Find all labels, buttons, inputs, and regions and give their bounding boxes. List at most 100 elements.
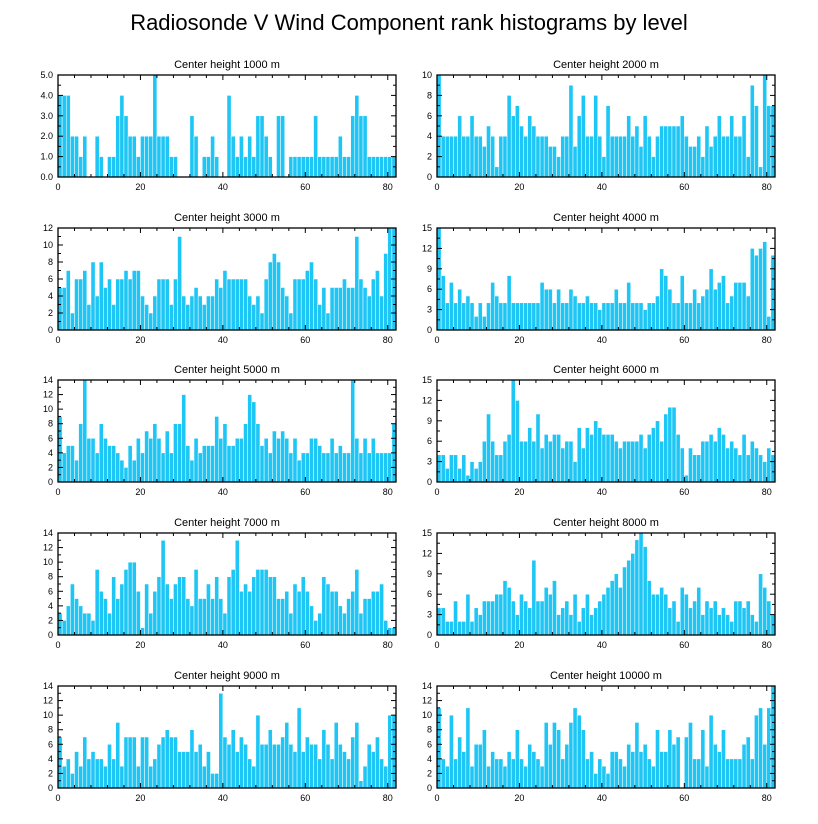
panel-title: Center height 5000 m	[174, 364, 280, 376]
x-tick-label: 80	[383, 487, 393, 497]
histogram-bar	[519, 593, 524, 636]
x-tick-label: 20	[135, 793, 145, 803]
histogram-bar	[210, 295, 215, 331]
histogram-bar	[82, 270, 88, 331]
histogram-bar	[255, 423, 261, 483]
histogram-bar	[477, 302, 483, 331]
histogram-bar	[86, 758, 92, 789]
histogram-bar	[696, 587, 702, 636]
y-tick-label: 10	[422, 710, 432, 720]
histogram-bar	[255, 569, 261, 636]
histogram-bar	[741, 282, 747, 331]
histogram-bar	[366, 744, 372, 789]
histogram-bar	[362, 115, 368, 178]
histogram-bar	[766, 316, 772, 331]
histogram-bar	[185, 445, 191, 483]
histogram-bar	[65, 95, 71, 178]
histogram-bar	[247, 758, 252, 789]
histogram-bar	[453, 302, 458, 331]
histogram-bar	[510, 379, 516, 483]
histogram-bar	[721, 275, 726, 331]
histogram-bar	[737, 600, 743, 636]
histogram-bar	[148, 135, 154, 178]
x-tick-label: 0	[55, 182, 60, 192]
histogram-bar	[741, 744, 747, 789]
histogram-bar	[684, 302, 689, 331]
panel-8: Center height 8000 m 0 20 40 60 80 0 3 6 9 12 15	[422, 517, 776, 650]
histogram-bar	[226, 576, 232, 636]
x-tick-label: 60	[300, 793, 310, 803]
histogram-bar	[214, 576, 220, 636]
histogram-bar	[465, 474, 471, 483]
histogram-bar	[494, 593, 500, 636]
x-tick-label: 40	[218, 182, 228, 192]
histogram-bar	[473, 607, 479, 636]
histogram-bar	[362, 287, 368, 331]
histogram-bar	[712, 600, 718, 636]
histogram-bar	[115, 598, 121, 636]
histogram-bar	[754, 447, 759, 483]
histogram-bar	[86, 612, 92, 636]
histogram-bar	[115, 278, 121, 331]
histogram-bar	[568, 288, 574, 331]
histogram-bar	[622, 440, 627, 483]
histogram-bar	[288, 744, 294, 789]
histogram-bar	[181, 394, 187, 483]
histogram-bar	[712, 440, 718, 483]
histogram-bar	[350, 287, 356, 331]
histogram-bar	[585, 427, 590, 483]
histogram-bar	[234, 751, 240, 789]
histogram-bar	[444, 621, 450, 636]
histogram-bar	[197, 452, 203, 483]
histogram-bar	[486, 765, 491, 789]
histogram-bar	[259, 115, 265, 178]
histogram-bar	[119, 765, 125, 789]
histogram-bar	[197, 295, 203, 331]
histogram-bar	[659, 440, 664, 483]
histogram-bar	[490, 600, 495, 636]
histogram-bar	[581, 607, 586, 636]
histogram-bar	[202, 598, 207, 636]
histogram-bar	[745, 600, 751, 636]
histogram-bar	[267, 729, 273, 789]
histogram-bar	[371, 438, 376, 483]
histogram-bar	[74, 135, 79, 178]
histogram-bar	[515, 729, 520, 789]
histogram-bar	[379, 295, 384, 331]
histogram-bar	[259, 445, 265, 483]
histogram-bar	[375, 736, 380, 789]
histogram-bar	[622, 135, 627, 178]
histogram-bar	[251, 576, 257, 636]
histogram-bar	[597, 600, 603, 636]
histogram-bar	[659, 587, 664, 636]
histogram-bar	[78, 423, 83, 483]
histogram-bar	[296, 591, 302, 636]
histogram-bar	[581, 729, 586, 789]
histogram-bar	[103, 438, 108, 483]
y-tick-label: 9	[427, 264, 432, 274]
histogram-bar	[667, 607, 673, 636]
histogram-bar	[70, 312, 75, 331]
histogram-bar	[111, 576, 116, 636]
histogram-bar	[94, 758, 100, 789]
y-tick-label: 2	[48, 768, 53, 778]
histogram-bar	[164, 583, 170, 636]
histogram-bar	[700, 614, 706, 636]
histogram-bar	[444, 302, 450, 331]
histogram-bar	[506, 434, 512, 483]
histogram-bar	[618, 447, 623, 483]
histogram-bar	[601, 765, 607, 789]
histogram-bar	[762, 587, 768, 636]
histogram-bar	[457, 736, 462, 789]
histogram-bar	[618, 302, 623, 331]
histogram-bar	[305, 452, 310, 483]
histogram-bar	[210, 773, 215, 789]
histogram-bar	[214, 416, 220, 483]
histogram-bar	[576, 621, 582, 636]
histogram-bar	[251, 765, 257, 789]
histogram-bar	[737, 454, 743, 483]
histogram-bar	[317, 445, 323, 483]
histogram-bar	[498, 135, 504, 178]
histogram-bar	[461, 454, 467, 483]
histogram-bar	[642, 447, 648, 483]
